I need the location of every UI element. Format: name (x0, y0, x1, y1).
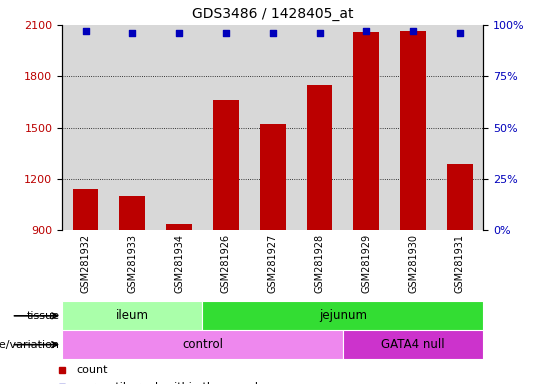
Text: tissue: tissue (26, 311, 59, 321)
Bar (296, 25, 343, 230)
Bar (260, 124, 286, 230)
Text: GSM281929: GSM281929 (361, 234, 372, 293)
Text: GSM281933: GSM281933 (127, 234, 137, 293)
Point (362, 28, 370, 34)
Point (81, 28, 90, 34)
Text: GSM281931: GSM281931 (455, 234, 465, 293)
Bar (343, 25, 390, 230)
Point (409, 28, 417, 34)
Bar (62, 330, 343, 359)
Point (221, 30, 230, 36)
Bar (119, 196, 145, 230)
Bar (353, 32, 379, 230)
Bar (62, 301, 202, 330)
Text: GSM281930: GSM281930 (408, 234, 418, 293)
Point (268, 30, 277, 36)
Bar (109, 25, 156, 230)
Text: jejunum: jejunum (319, 310, 367, 322)
Text: GSM281928: GSM281928 (314, 234, 325, 293)
Bar (202, 301, 483, 330)
Bar (307, 85, 333, 230)
Bar (436, 25, 483, 230)
Bar (249, 25, 296, 230)
Point (456, 30, 464, 36)
Bar (156, 25, 202, 230)
Text: GSM281926: GSM281926 (221, 234, 231, 293)
Bar (447, 164, 473, 230)
Bar (213, 100, 239, 230)
Title: GDS3486 / 1428405_at: GDS3486 / 1428405_at (192, 7, 354, 21)
Point (315, 30, 324, 36)
Bar (72, 189, 98, 230)
Bar (400, 31, 426, 230)
Point (175, 30, 184, 36)
Text: percentile rank within the sample: percentile rank within the sample (77, 382, 265, 384)
Point (128, 30, 137, 36)
Bar (202, 25, 249, 230)
Text: GSM281934: GSM281934 (174, 234, 184, 293)
Text: GSM281927: GSM281927 (268, 234, 278, 293)
Bar (390, 25, 436, 230)
Text: GATA4 null: GATA4 null (381, 338, 445, 351)
Bar (166, 223, 192, 230)
Text: count: count (77, 364, 109, 375)
Text: control: control (182, 338, 223, 351)
Text: genotype/variation: genotype/variation (0, 339, 59, 350)
Bar (343, 330, 483, 359)
Text: GSM281932: GSM281932 (80, 234, 91, 293)
Text: ileum: ileum (116, 310, 149, 322)
Bar (62, 25, 109, 230)
